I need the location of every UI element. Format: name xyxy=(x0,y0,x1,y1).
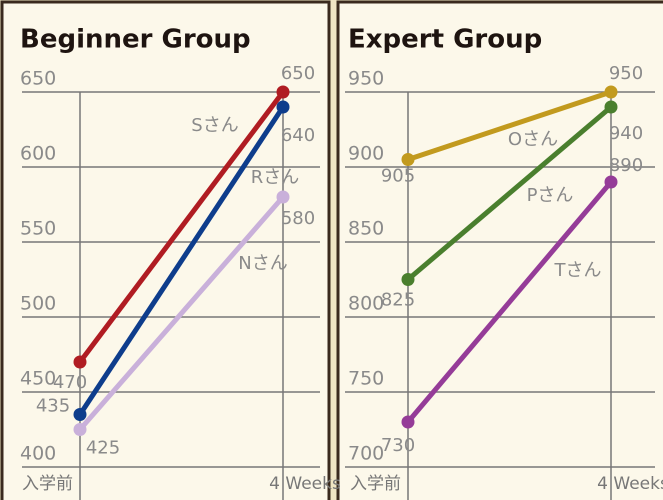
data-label: 940 xyxy=(609,123,643,144)
y-tick-label: 850 xyxy=(348,218,384,240)
series-label: Rさん xyxy=(251,167,300,188)
data-label: 640 xyxy=(281,125,315,146)
chart-title: Beginner Group xyxy=(20,25,251,55)
x-tick-label: 入学前 xyxy=(350,474,401,494)
point xyxy=(401,153,415,166)
data-label: 825 xyxy=(381,290,415,311)
line xyxy=(77,105,286,416)
data-label: 650 xyxy=(281,63,315,84)
y-tick-label: 450 xyxy=(20,368,56,390)
y-tick-label: 800 xyxy=(348,293,384,315)
series-label: Oさん xyxy=(508,129,558,150)
data-label: 890 xyxy=(609,155,643,176)
line xyxy=(407,89,612,162)
data-label: 950 xyxy=(609,63,643,84)
point xyxy=(276,190,290,204)
data-label: 435 xyxy=(36,396,70,417)
series-label: Pさん xyxy=(527,185,574,206)
y-tick-label: 700 xyxy=(348,443,384,465)
line xyxy=(78,90,285,364)
line xyxy=(78,195,285,432)
y-tick-label: 750 xyxy=(348,368,384,390)
y-tick-label: 900 xyxy=(348,143,384,165)
point xyxy=(276,85,290,99)
x-tick-label: 4 Weeks xyxy=(269,474,341,494)
y-tick-label: 550 xyxy=(20,218,56,240)
data-label: 905 xyxy=(381,166,415,187)
x-tick-label: 4 Weeks xyxy=(597,474,663,494)
x-tick-label: 入学前 xyxy=(22,474,73,494)
data-label: 580 xyxy=(281,208,315,229)
point xyxy=(401,415,415,429)
y-tick-label: 650 xyxy=(20,68,56,90)
data-label: 470 xyxy=(53,372,87,393)
y-tick-label: 950 xyxy=(348,68,384,90)
y-tick-label: 400 xyxy=(20,443,56,465)
point xyxy=(73,355,87,369)
line xyxy=(406,105,613,282)
y-tick-label: 500 xyxy=(20,293,56,315)
panel xyxy=(336,0,663,500)
point xyxy=(73,408,87,421)
chart-title: Expert Group xyxy=(348,25,542,55)
point xyxy=(604,175,618,189)
y-tick-label: 600 xyxy=(20,143,56,165)
point xyxy=(73,423,87,436)
point xyxy=(401,273,415,286)
data-label: 425 xyxy=(86,438,120,459)
point xyxy=(604,100,618,114)
series-label: Tさん xyxy=(554,260,602,281)
point xyxy=(604,85,618,99)
data-label: 730 xyxy=(381,435,415,456)
point xyxy=(276,100,290,114)
series-label: Sさん xyxy=(191,115,238,136)
series-label: Nさん xyxy=(238,253,287,274)
line xyxy=(406,180,613,424)
